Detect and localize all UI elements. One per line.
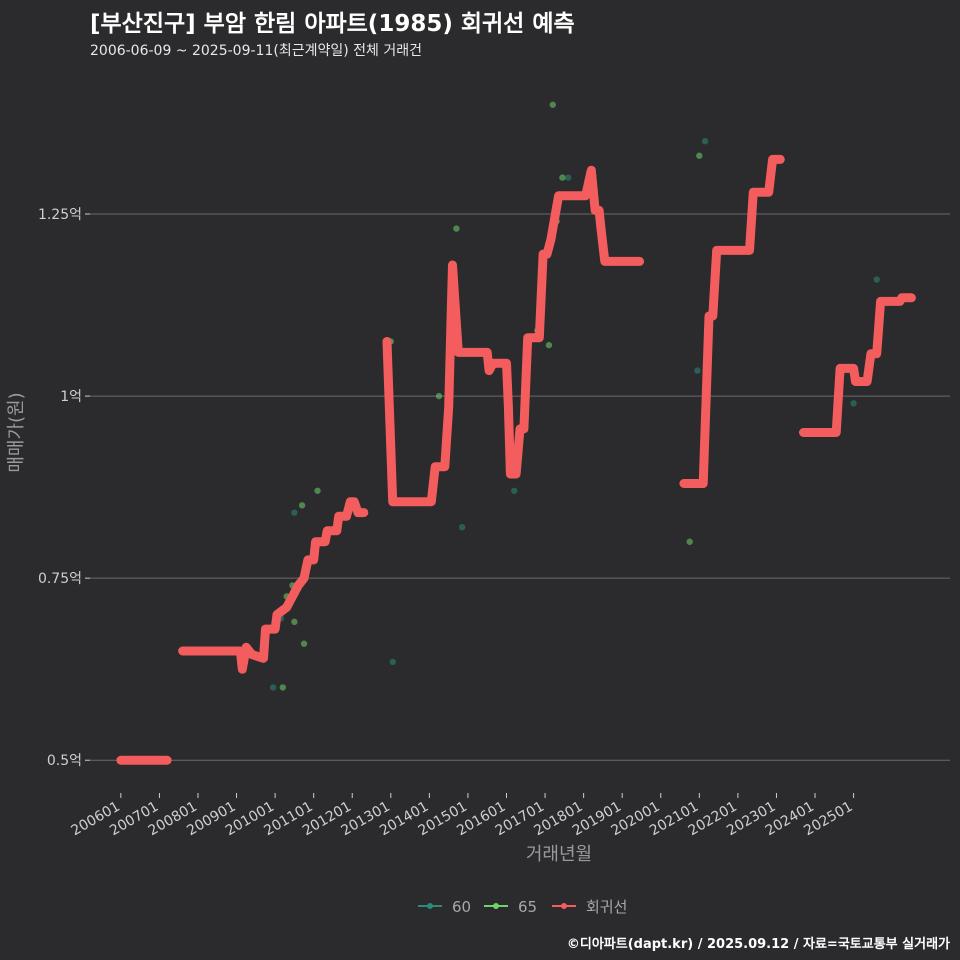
scatter-point-60 [850,400,857,407]
legend-label: 회귀선 [586,898,627,916]
scatter-point-65 [559,174,566,181]
legend-label: 65 [518,898,537,916]
scatter-point-60 [291,509,298,516]
scatter-point-65 [314,487,321,494]
y-tick-label: 1억 [60,389,82,405]
scatter-point-60 [694,367,701,374]
scatter-point-65 [453,225,460,232]
scatter-point-65 [549,101,556,108]
scatter-point-60 [701,137,709,145]
scatter-point-65 [279,684,287,691]
page-title: [부산진구] 부암 한림 아파트(1985) 회귀선 예측 [90,11,575,37]
scatter-point-65 [686,538,693,545]
y-tick-label: 0.5억 [47,753,82,769]
scatter-point-65 [298,502,306,509]
y-tick-label: 1.25억 [38,207,82,223]
scatter-point-65 [300,640,308,647]
regression-line-segment [679,154,785,488]
scatter-point-65 [696,152,703,159]
y-tick-label: 0.75억 [38,571,82,587]
source-caption: ©디아파트(dapt.kr) / 2025.09.12 / 자료=국토교통부 실… [566,937,950,952]
scatter-point-60 [269,684,277,691]
regression-line-segment [382,165,645,507]
legend-key-dot [493,903,499,909]
regression-line-segment [799,293,916,437]
page-subtitle: 2006-06-09 ~ 2025-09-11(최근계약일) 전체 거래건 [90,43,422,59]
scatter-point-60 [565,174,572,181]
legend-key-dot [427,903,433,909]
regression-line-segment [178,497,369,674]
y-axis-title: 매매가(원) [6,392,27,472]
scatter-point-65 [291,618,298,626]
scatter-point-65 [545,341,553,349]
scatter-point-60 [389,658,396,666]
x-axis-title: 거래년월 [526,844,592,865]
scatter-point-60 [873,276,880,283]
legend-key-dot [561,903,567,909]
scatter-point-65 [435,392,443,400]
scatter-point-60 [458,523,466,531]
legend-label: 60 [452,898,471,916]
scatter-point-60 [511,487,518,494]
